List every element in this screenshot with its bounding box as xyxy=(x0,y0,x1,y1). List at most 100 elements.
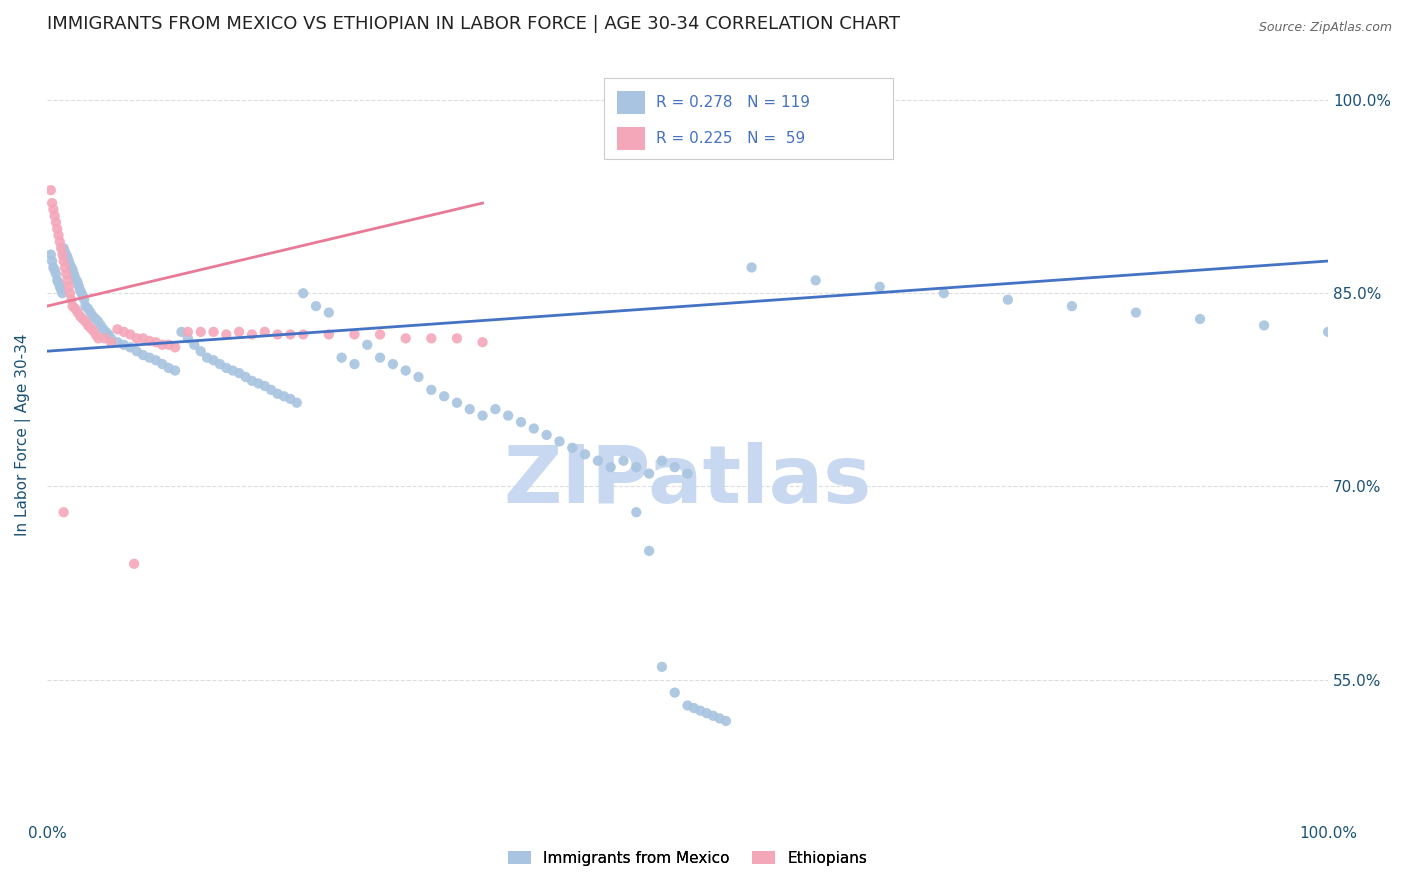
Point xyxy=(318,327,340,342)
Point xyxy=(696,706,718,721)
Text: R = 0.278   N = 119: R = 0.278 N = 119 xyxy=(655,95,810,110)
Point xyxy=(82,310,104,324)
Point xyxy=(132,331,155,345)
Point xyxy=(41,254,63,268)
Point xyxy=(253,325,276,339)
Point xyxy=(94,325,117,339)
Point xyxy=(145,353,167,368)
Point xyxy=(510,415,533,429)
Point xyxy=(574,447,596,461)
Point xyxy=(60,260,83,275)
Point xyxy=(741,260,763,275)
Point xyxy=(63,267,86,281)
Point xyxy=(112,338,135,352)
Point xyxy=(55,267,77,281)
Point xyxy=(41,196,63,211)
Point xyxy=(183,338,205,352)
Point xyxy=(132,348,155,362)
Text: R = 0.225   N =  59: R = 0.225 N = 59 xyxy=(655,130,804,145)
Point xyxy=(107,335,129,350)
Point xyxy=(612,454,634,468)
Point xyxy=(683,701,706,715)
Point xyxy=(77,301,100,316)
Point xyxy=(676,698,699,713)
Point xyxy=(458,402,481,417)
Point xyxy=(638,467,661,481)
Point xyxy=(170,325,193,339)
Point xyxy=(69,284,91,298)
FancyBboxPatch shape xyxy=(605,78,893,159)
Point xyxy=(1189,312,1212,326)
Point xyxy=(318,305,340,319)
Point xyxy=(638,544,661,558)
Point xyxy=(228,366,250,380)
Point xyxy=(120,340,142,354)
Point xyxy=(53,260,76,275)
Point xyxy=(65,273,87,287)
Point xyxy=(586,454,609,468)
Point xyxy=(150,357,173,371)
Point xyxy=(368,327,391,342)
Point xyxy=(626,460,648,475)
Point xyxy=(395,363,418,377)
Point xyxy=(1060,299,1083,313)
Point xyxy=(260,383,283,397)
Point xyxy=(48,228,70,243)
Point xyxy=(39,247,62,261)
Point xyxy=(52,241,75,255)
Point xyxy=(100,335,122,350)
Point xyxy=(42,202,65,217)
Point xyxy=(523,421,546,435)
Point xyxy=(496,409,519,423)
Point xyxy=(626,505,648,519)
Point xyxy=(202,325,225,339)
Point xyxy=(689,704,711,718)
Point xyxy=(714,714,737,728)
Point xyxy=(997,293,1019,307)
Point xyxy=(60,293,83,307)
Point xyxy=(484,402,506,417)
Point xyxy=(112,325,135,339)
Point xyxy=(87,315,110,329)
Point xyxy=(599,460,621,475)
Point xyxy=(932,286,955,301)
Point xyxy=(51,286,73,301)
Point xyxy=(561,441,583,455)
Point xyxy=(157,361,180,376)
Point xyxy=(93,322,115,336)
Point xyxy=(150,338,173,352)
Point xyxy=(79,305,101,319)
Point xyxy=(285,396,308,410)
Point xyxy=(381,357,404,371)
Point xyxy=(73,293,96,307)
Point xyxy=(46,222,69,236)
Point xyxy=(420,331,443,345)
Text: ZIPatlas: ZIPatlas xyxy=(503,442,872,520)
Legend: Immigrants from Mexico, Ethiopians: Immigrants from Mexico, Ethiopians xyxy=(502,845,873,871)
Point xyxy=(75,299,97,313)
Point xyxy=(66,276,89,290)
Point xyxy=(51,247,73,261)
Point xyxy=(266,386,288,401)
Point xyxy=(58,280,80,294)
Point xyxy=(49,241,72,255)
Point xyxy=(70,286,93,301)
Point xyxy=(69,310,91,324)
Point xyxy=(90,318,112,333)
Point xyxy=(292,327,315,342)
Point xyxy=(471,409,494,423)
Point xyxy=(52,505,75,519)
Point xyxy=(46,273,69,287)
Point xyxy=(53,245,76,260)
Point xyxy=(804,273,827,287)
Point xyxy=(49,282,72,296)
Point xyxy=(266,327,288,342)
Point xyxy=(240,327,263,342)
Point xyxy=(97,327,120,342)
Point xyxy=(664,460,686,475)
Point xyxy=(235,370,257,384)
Point xyxy=(177,325,200,339)
Point xyxy=(145,335,167,350)
Point xyxy=(548,434,571,449)
Point xyxy=(305,299,328,313)
